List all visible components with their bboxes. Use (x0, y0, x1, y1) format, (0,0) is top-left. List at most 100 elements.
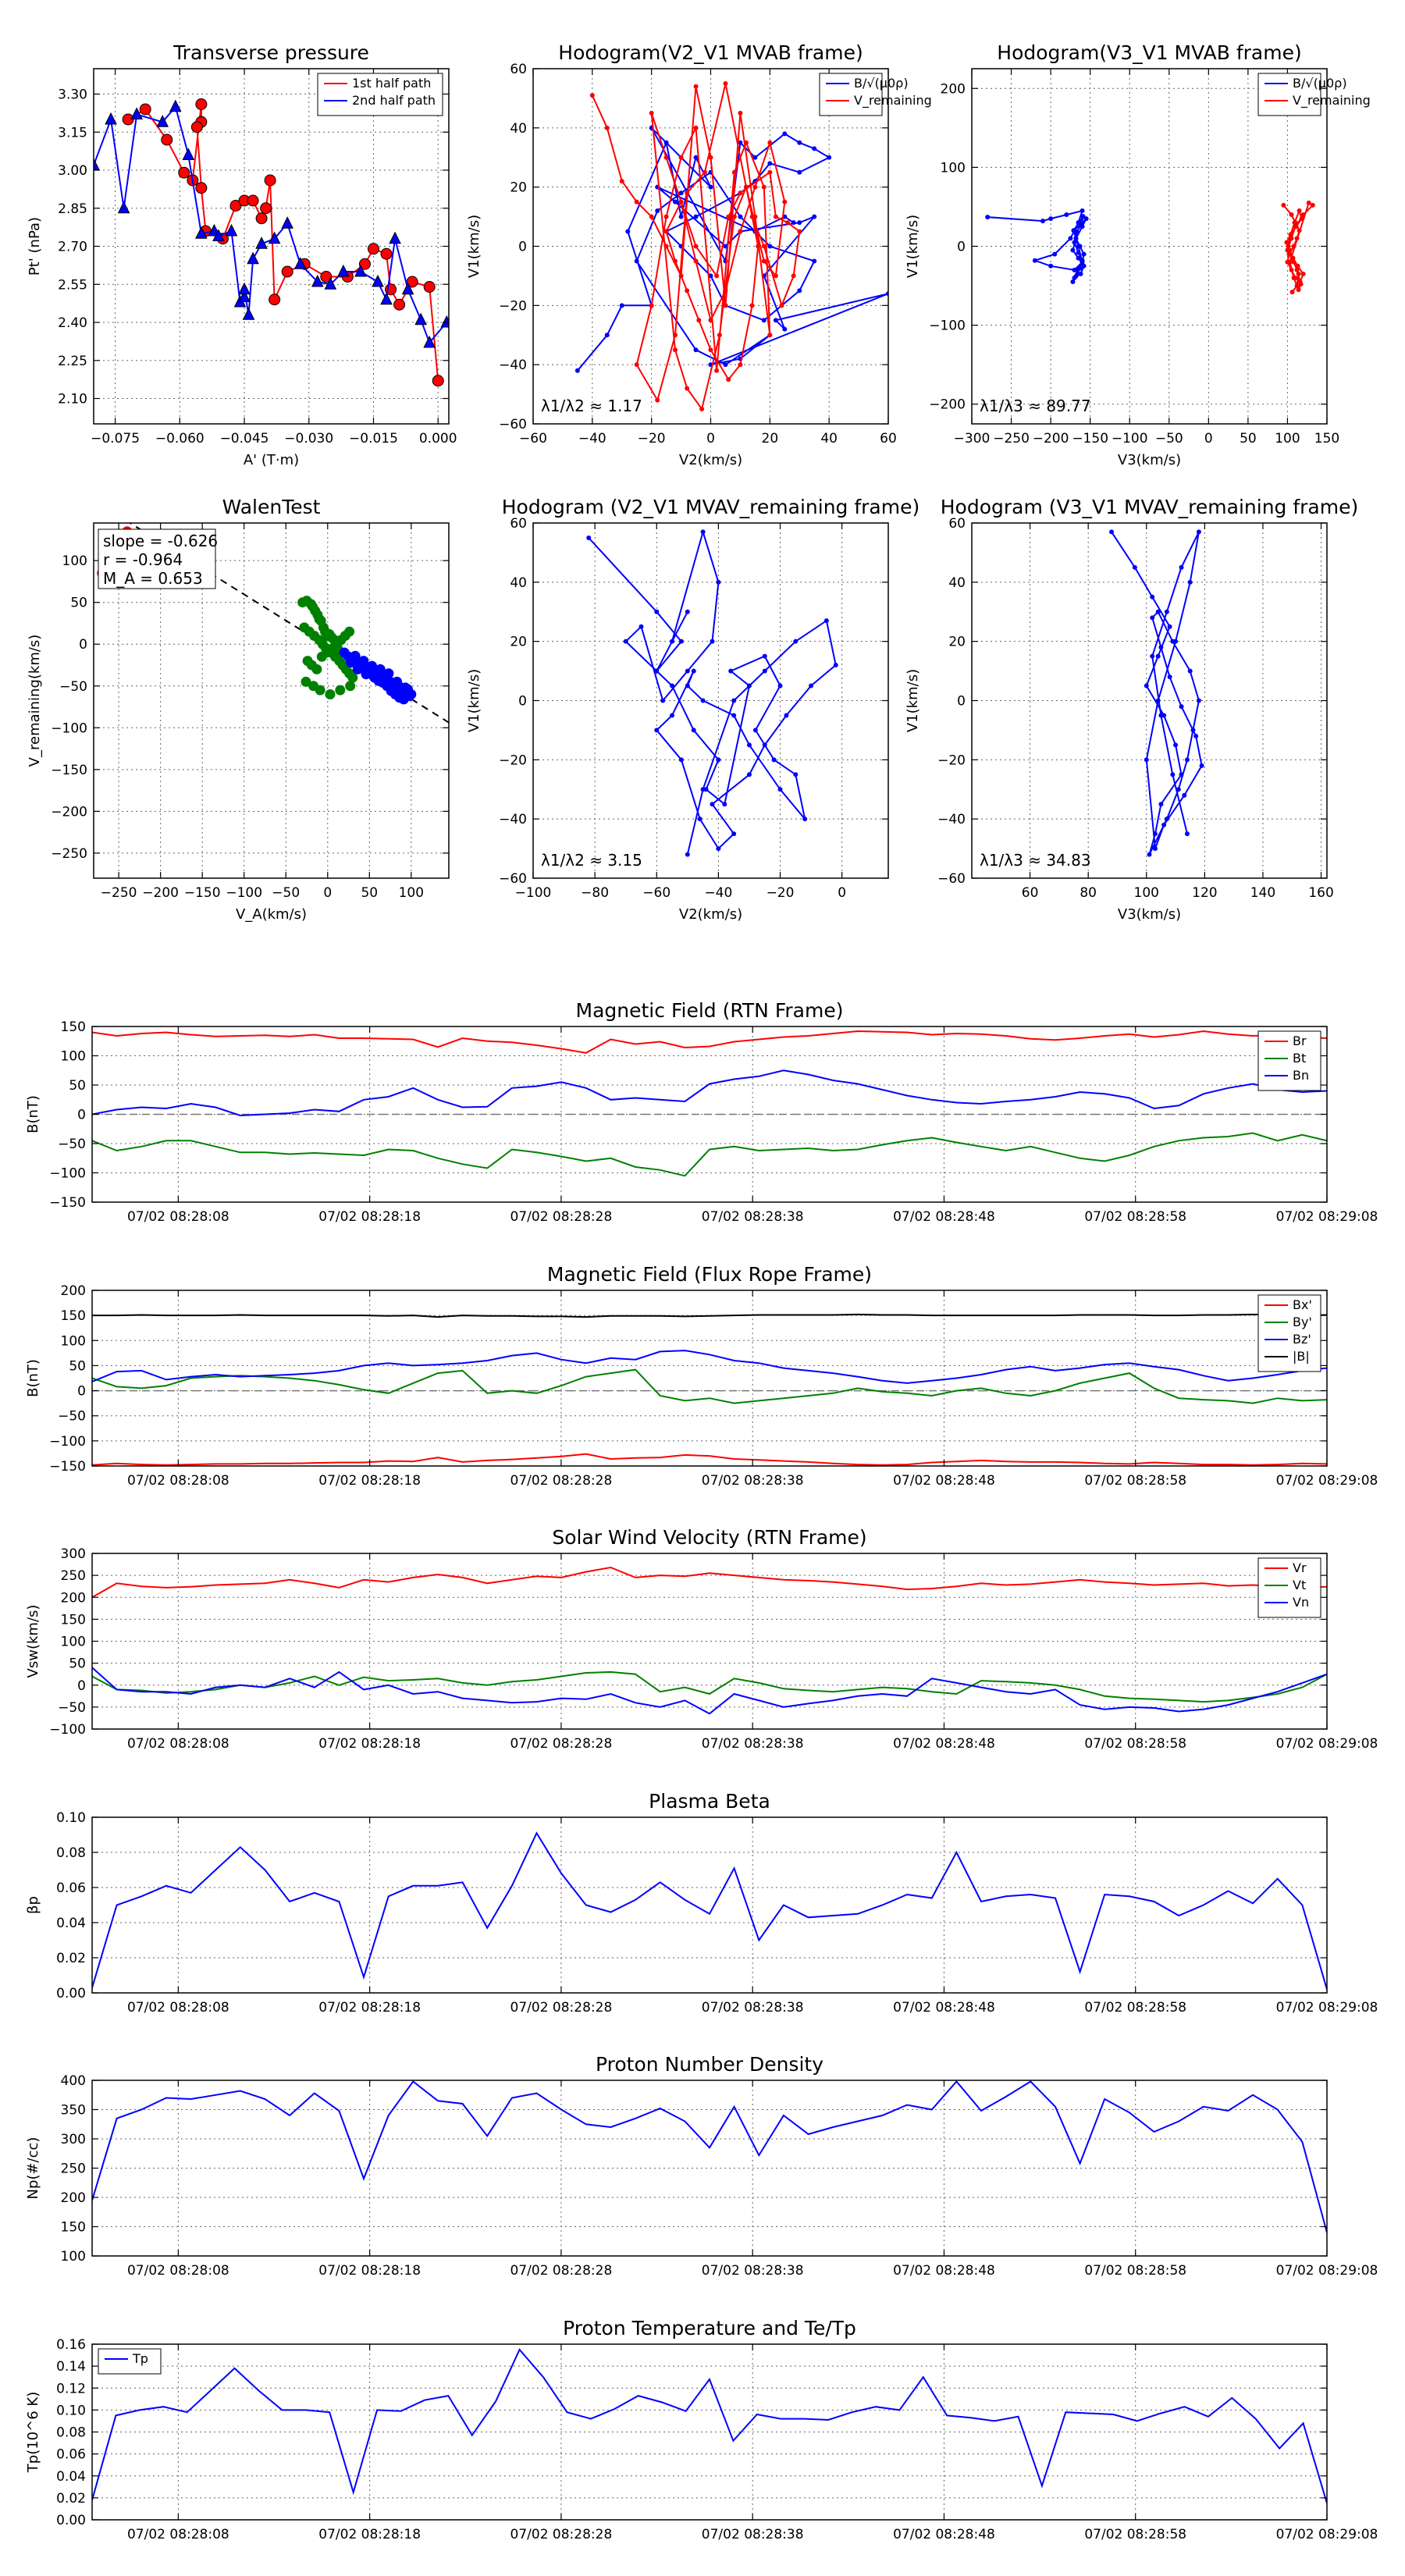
xtick-label: −200 (1033, 431, 1069, 447)
series-beta-line (92, 1831, 1327, 1990)
series-bz--line (92, 1350, 1327, 1384)
data-hodo_v3v1_mvav (1109, 529, 1204, 857)
legend: Bx' By' Bz' |B| (1257, 1294, 1321, 1372)
legend-label: Bx' (1293, 1297, 1312, 1312)
ytick-label: 2.55 (58, 277, 87, 293)
series-v-remaining-point (738, 110, 743, 116)
annotation: λ1/λ2 ≈ 3.15 (541, 851, 642, 870)
legend-label: Tp (132, 2351, 148, 2366)
series-b-point (1147, 852, 1152, 857)
series-v-remaining-point (714, 368, 720, 373)
ytick-label: 0.02 (56, 2491, 86, 2507)
panel-walen: −250 −200 −150 −100 −50 0 50 100 −250 −200 −150 −10… (27, 496, 450, 923)
series-b-point (638, 624, 644, 629)
legend-label: Vr (1293, 1560, 1307, 1575)
xtick-label: 07/02 08:28:58 (1084, 1209, 1186, 1225)
series-v-remaining-point (634, 362, 639, 368)
series-b-0--point (634, 258, 639, 264)
series-1st-half-path-point (423, 281, 436, 293)
y-axis-label: V1(km/s) (466, 215, 482, 278)
ytick-label: 60 (510, 62, 527, 77)
series-b-point (697, 817, 702, 822)
series-2nd-half-path-point (182, 148, 195, 160)
series-b-point (1155, 609, 1161, 614)
legend-box (1257, 1294, 1321, 1372)
ytick-label: 200 (61, 1590, 86, 1606)
series-b-0--point (812, 146, 817, 151)
series-1st-half-path-point (281, 265, 293, 278)
series-2nd-half-path-point (268, 231, 281, 244)
series-2nd-half-path-point (380, 292, 393, 305)
xtick-label: 07/02 08:29:08 (1276, 1736, 1378, 1752)
y-axis-label: Np(#/cc) (25, 2137, 41, 2200)
series-blue-point (365, 665, 375, 676)
series-b-point (1158, 713, 1164, 718)
xtick-label: −40 (578, 431, 606, 447)
series-bt-line (92, 1132, 1327, 1177)
ytick-label: 50 (70, 596, 87, 611)
panel-hodo_v2v1_mvav: −60 −40 −20 0 20 40 60 −100 −80 −60 −40 −20 0 Hodogra… (466, 496, 919, 923)
series-b-point (716, 579, 721, 585)
annotation-line: M_A = 0.653 (103, 569, 203, 588)
series-b-point (710, 639, 715, 644)
legend-label: Bz' (1293, 1332, 1311, 1347)
series-v-remaining-point (767, 333, 773, 338)
series-blue-point (383, 668, 394, 679)
series-v-remaining-point (685, 386, 690, 391)
ytick-label: 0.12 (56, 2381, 86, 2396)
xtick-label: 07/02 08:28:28 (510, 1736, 613, 1752)
annotation-line: slope = -0.626 (103, 532, 218, 550)
series-1st-half-path-point (161, 133, 173, 146)
xtick-label: 07/02 08:28:08 (127, 2527, 229, 2542)
xtick-label: 07/02 08:28:28 (510, 2527, 613, 2542)
xtick-label: −200 (142, 885, 179, 901)
series-b-0--point (1052, 251, 1058, 257)
series-1st-half-path-point (195, 98, 208, 110)
series-b-point (1150, 594, 1155, 600)
ytick-label: −40 (937, 812, 966, 827)
xtick-label: 07/02 08:28:48 (893, 2000, 995, 2016)
xtick-label: 07/02 08:29:08 (1276, 2527, 1378, 2542)
series-v-remaining-point (685, 288, 690, 294)
series-v-remaining-point (696, 318, 702, 323)
ytick-label: 150 (61, 1308, 86, 1324)
xtick-label: 80 (1080, 885, 1097, 901)
series-1st-half-path-point (195, 182, 208, 194)
axes-frame (91, 1290, 1328, 1467)
data-hodo_v3v1_mvab (985, 200, 1315, 295)
xtick-label: −60 (642, 885, 670, 901)
ytick-label: 0.08 (56, 1845, 86, 1861)
grid-transverse (94, 69, 449, 424)
series-v-remaining-point (791, 273, 796, 279)
series-b-0--point (1048, 263, 1054, 269)
legend-label: Bn (1293, 1068, 1309, 1083)
series-2nd-half-path-point (337, 264, 350, 277)
series-b-point (1152, 831, 1158, 837)
ytick-label: −100 (49, 1166, 86, 1182)
series-b-point (771, 757, 777, 763)
ytick-label: −250 (51, 846, 87, 862)
series-v-remaining-point (767, 169, 773, 175)
series-b-point (1184, 831, 1190, 837)
y-axis-label: Pt' (nPa) (27, 217, 43, 276)
series-b-point (1173, 639, 1179, 644)
xtick-label: 07/02 08:28:58 (1084, 1473, 1186, 1489)
legend: Br Bt Bn (1257, 1030, 1321, 1091)
series-b-point (731, 831, 737, 837)
series-v-remaining-point (1294, 283, 1300, 289)
xtick-label: 07/02 08:28:18 (318, 1473, 421, 1489)
chart-title: Magnetic Field (RTN Frame) (576, 999, 844, 1022)
ytick-label: −100 (929, 318, 966, 334)
series-v-remaining-point (752, 184, 758, 190)
ytick-label: 50 (69, 1078, 86, 1094)
series-v-remaining-point (1297, 208, 1302, 213)
legend: 1st half path 2nd half path (317, 73, 443, 116)
xtick-label: 07/02 08:28:48 (893, 1473, 995, 1489)
series-v-remaining-point (738, 362, 743, 368)
series-v-remaining-point (649, 214, 654, 219)
ytick-label: 0 (77, 1678, 86, 1694)
legend: B/√(μ0ρ) V_remaining (819, 73, 932, 116)
series-v-remaining-point (773, 214, 778, 219)
series-v-remaining-point (604, 125, 610, 130)
series-v-remaining-point (678, 155, 684, 160)
